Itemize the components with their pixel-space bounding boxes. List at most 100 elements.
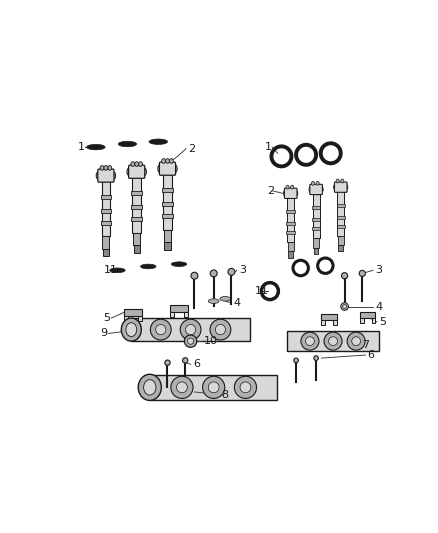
Bar [312,219,320,221]
Ellipse shape [166,159,170,163]
Text: 1: 1 [78,142,85,152]
Text: 5: 5 [103,313,110,323]
Ellipse shape [111,172,116,180]
Ellipse shape [87,144,105,150]
Circle shape [234,376,257,399]
Ellipse shape [96,172,100,180]
Bar [338,236,344,245]
Ellipse shape [110,268,125,273]
Ellipse shape [295,191,298,196]
Ellipse shape [171,262,187,266]
Polygon shape [333,320,337,325]
Bar [286,222,295,225]
Ellipse shape [131,161,135,166]
Bar [133,232,140,245]
Ellipse shape [320,187,323,192]
Polygon shape [150,375,277,400]
Bar [336,204,345,207]
Ellipse shape [141,264,156,269]
Bar [131,205,142,209]
Bar [339,245,343,252]
FancyBboxPatch shape [310,184,322,195]
Circle shape [359,270,365,277]
Bar [100,221,111,225]
Ellipse shape [316,181,319,185]
Bar [312,227,320,230]
Bar [336,225,345,228]
Ellipse shape [135,161,138,166]
Ellipse shape [162,159,166,163]
Bar [286,210,295,213]
Ellipse shape [158,165,162,173]
Circle shape [301,332,319,350]
Circle shape [215,325,226,335]
Ellipse shape [149,139,167,144]
Bar [162,214,173,218]
Bar [287,198,294,242]
Ellipse shape [144,379,156,395]
Bar [102,237,110,249]
Bar [102,181,110,237]
Circle shape [208,382,219,393]
FancyBboxPatch shape [159,162,176,175]
Ellipse shape [108,166,112,170]
Circle shape [203,376,225,399]
Circle shape [210,319,231,340]
Ellipse shape [100,166,104,170]
Polygon shape [170,305,188,312]
Text: 5: 5 [379,317,386,327]
Bar [164,242,170,249]
Ellipse shape [138,161,142,166]
Polygon shape [124,316,128,321]
Circle shape [228,269,235,276]
Circle shape [314,356,318,360]
Bar [314,248,318,254]
Text: 10: 10 [204,336,218,346]
Circle shape [171,376,193,399]
Ellipse shape [138,374,161,400]
Ellipse shape [173,165,177,173]
Polygon shape [124,309,142,316]
Text: 8: 8 [221,390,229,400]
Bar [336,216,345,219]
Text: 7: 7 [362,340,369,350]
Circle shape [342,273,348,279]
Ellipse shape [220,296,231,301]
Ellipse shape [283,191,286,196]
Bar [103,249,109,256]
Bar [134,245,140,253]
Bar [132,177,141,232]
Ellipse shape [336,179,339,183]
Bar [337,191,344,236]
Circle shape [150,319,171,340]
Bar [312,206,320,209]
Circle shape [328,337,337,345]
Bar [100,209,111,213]
Polygon shape [170,312,174,317]
Ellipse shape [184,335,197,348]
Text: 1: 1 [265,142,272,152]
Circle shape [343,304,346,309]
Ellipse shape [187,338,194,344]
Circle shape [191,272,198,279]
Polygon shape [372,318,375,322]
Text: 3: 3 [239,265,246,276]
Polygon shape [138,316,142,321]
Bar [286,231,295,234]
Ellipse shape [334,184,337,190]
Text: 9: 9 [100,328,108,338]
Circle shape [180,319,201,340]
Ellipse shape [170,159,173,163]
Polygon shape [287,331,379,351]
Bar [131,191,142,195]
Ellipse shape [127,168,131,175]
Text: 4: 4 [233,297,240,308]
Circle shape [210,270,217,277]
Circle shape [155,325,166,335]
Circle shape [186,325,196,335]
Circle shape [240,382,251,393]
Bar [100,195,111,199]
FancyBboxPatch shape [335,182,347,192]
Bar [162,202,173,206]
Text: 6: 6 [367,350,374,360]
